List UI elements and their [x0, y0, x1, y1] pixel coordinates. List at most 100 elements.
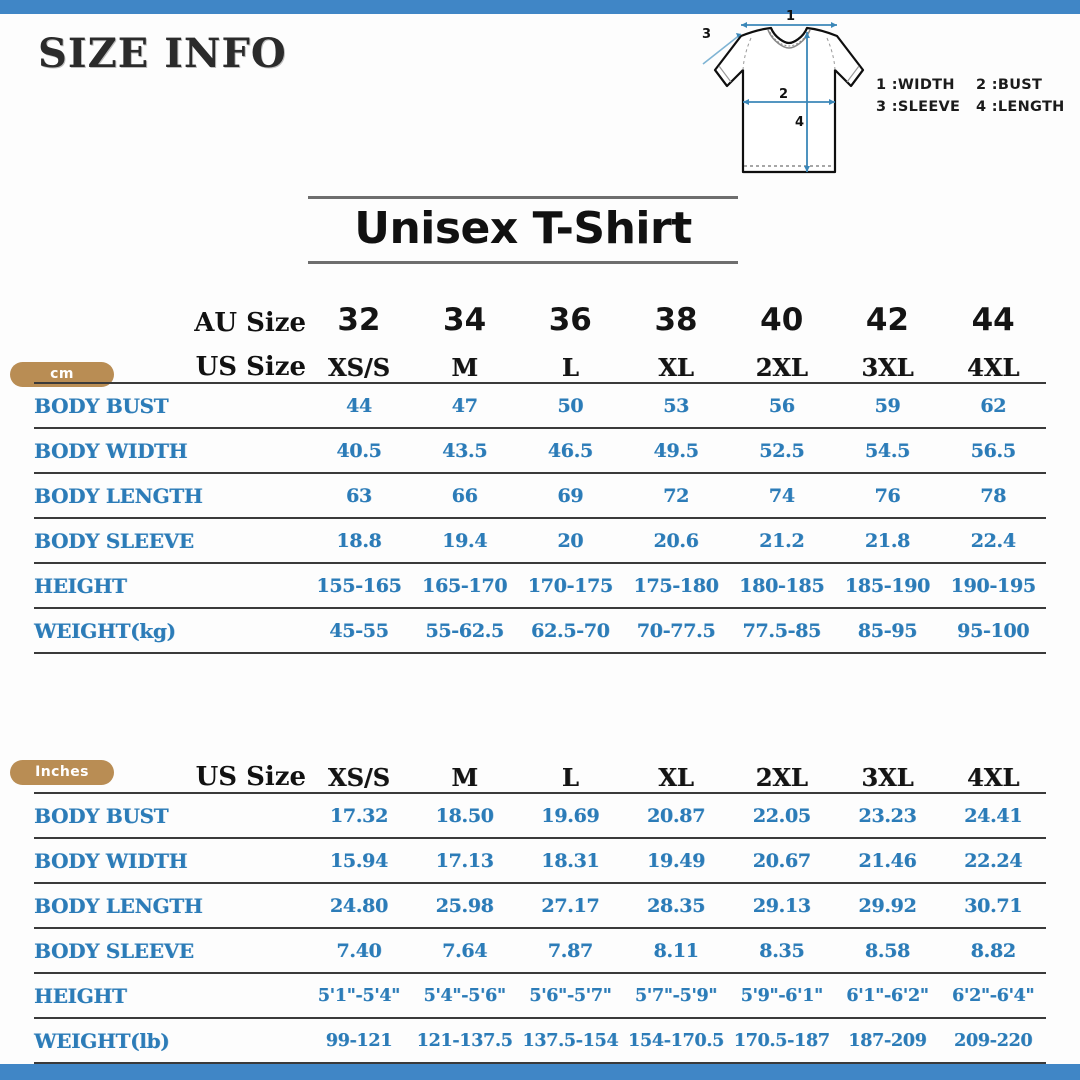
unit-badge-inches: Inches — [10, 760, 114, 785]
size-table-cm: AU Size 32 34 36 38 40 42 44 US Size XS/S M L XL 2XL 3… — [0, 292, 1080, 655]
cell-value: 5'7"-5'9" — [623, 972, 729, 1018]
us-size-2xl: 2XL — [755, 353, 808, 382]
us-size-2xl: 2XL — [755, 763, 808, 792]
us-size-xs-s: XS/S — [327, 763, 390, 792]
cell-value: 22.4 — [940, 517, 1046, 563]
cell-value: 5'6"-5'7" — [517, 972, 624, 1018]
size-table-inches: US Size XS/S M L XL 2XL 3XL 4XL BODY BUST 17.32 18… — [0, 748, 1080, 1065]
row-label-body-sleeve: BODY SLEEVE — [34, 517, 307, 563]
cell-value: 45-55 — [306, 607, 412, 653]
rule-segment — [306, 652, 412, 655]
cell-value: 46.5 — [517, 427, 624, 473]
rule-segment — [34, 1062, 307, 1065]
cell-value: 74 — [728, 472, 835, 518]
au-size-36: 36 — [548, 302, 592, 338]
cell-value: 69 — [517, 472, 624, 518]
cell-value: 18.31 — [517, 837, 624, 883]
cell-value: 27.17 — [517, 882, 624, 928]
cell-value: 49.5 — [623, 427, 729, 473]
row-label-body-width: BODY WIDTH — [34, 837, 307, 883]
product-title-box: Unisex T-Shirt — [308, 196, 738, 264]
row-label-body-length: BODY LENGTH — [34, 472, 307, 518]
au-size-32: 32 — [337, 302, 381, 338]
cell-value: 8.35 — [728, 927, 835, 973]
cell-value: 15.94 — [306, 837, 412, 883]
cell-value: 5'9"-6'1" — [728, 972, 835, 1018]
rule-segment — [940, 1062, 1046, 1065]
rule-segment — [34, 652, 307, 655]
table-row: HEIGHT 5'1"-5'4" 5'4"-5'6" 5'6"-5'7" 5'7"-5'… — [34, 972, 1046, 1018]
cell-value: 47 — [411, 382, 518, 428]
rule-segment — [517, 652, 624, 655]
cell-value: 8.11 — [623, 927, 729, 973]
cell-value: 59 — [834, 382, 941, 428]
cell-value: 6'1"-6'2" — [834, 972, 941, 1018]
cell-value: 7.40 — [306, 927, 412, 973]
rule-segment — [306, 1062, 412, 1065]
cell-value: 155-165 — [306, 562, 412, 608]
cell-value: 63 — [306, 472, 412, 518]
table-row: BODY SLEEVE 7.40 7.64 7.87 8.11 8.35 8.58 8.82 — [34, 927, 1046, 973]
table-row: BODY SLEEVE 18.8 19.4 20 20.6 21.2 21.8 22.4 — [34, 517, 1046, 563]
cell-value: 54.5 — [834, 427, 941, 473]
cell-value: 29.92 — [834, 882, 941, 928]
cell-value: 17.13 — [411, 837, 518, 883]
rule-segment — [623, 652, 729, 655]
header-row-us-size: US Size XS/S M L XL 2XL 3XL 4XL — [34, 338, 1046, 383]
cell-value: 78 — [940, 472, 1046, 518]
cell-value: 77.5-85 — [728, 607, 835, 653]
rule-segment — [517, 1062, 624, 1065]
bottom-accent-bar — [0, 1064, 1080, 1080]
cell-value: 170-175 — [517, 562, 624, 608]
us-size-l: L — [561, 763, 579, 792]
legend-width: 1 :WIDTH — [876, 77, 955, 93]
us-size-3xl: 3XL — [861, 763, 914, 792]
us-size-xl: XL — [658, 763, 694, 792]
product-title: Unisex T-Shirt — [354, 203, 692, 254]
row-label-body-bust: BODY BUST — [34, 792, 307, 838]
cell-value: 187-209 — [834, 1017, 941, 1063]
cell-value: 21.46 — [834, 837, 941, 883]
rule-segment — [834, 1062, 941, 1065]
svg-text:4: 4 — [795, 115, 804, 130]
cell-value: 6'2"-6'4" — [940, 972, 1046, 1018]
us-size-label: US Size — [195, 762, 307, 792]
cell-value: 154-170.5 — [623, 1017, 729, 1063]
table-row: HEIGHT 155-165 165-170 170-175 175-180 180-18… — [34, 562, 1046, 608]
row-label-weight-kg: WEIGHT(kg) — [34, 607, 307, 653]
row-label-body-length: BODY LENGTH — [34, 882, 307, 928]
cell-value: 137.5-154 — [517, 1017, 624, 1063]
cell-value: 18.8 — [306, 517, 412, 563]
cell-value: 43.5 — [411, 427, 518, 473]
cell-value: 8.58 — [834, 927, 941, 973]
measurement-legend: 1 :WIDTH 2 :BUST 3 :SLEEVE 4 :LENGTH — [876, 74, 1076, 118]
cell-value: 5'4"-5'6" — [411, 972, 518, 1018]
legend-bust: 2 :BUST — [976, 77, 1043, 93]
cell-value: 70-77.5 — [623, 607, 729, 653]
cell-value: 30.71 — [940, 882, 1046, 928]
cell-value: 76 — [834, 472, 941, 518]
cell-value: 25.98 — [411, 882, 518, 928]
cell-value: 56.5 — [940, 427, 1046, 473]
row-label-body-width: BODY WIDTH — [34, 427, 307, 473]
cell-value: 20.67 — [728, 837, 835, 883]
cell-value: 23.23 — [834, 792, 941, 838]
legend-length: 4 :LENGTH — [976, 99, 1065, 115]
us-size-label: US Size — [195, 352, 307, 382]
cell-value: 56 — [728, 382, 835, 428]
us-size-m: M — [451, 763, 478, 792]
row-label-body-sleeve: BODY SLEEVE — [34, 927, 307, 973]
cell-value: 165-170 — [411, 562, 518, 608]
cell-value: 44 — [306, 382, 412, 428]
cell-value: 175-180 — [623, 562, 729, 608]
cell-value: 170.5-187 — [728, 1017, 835, 1063]
tshirt-measurement-diagram: 1 2 3 4 — [695, 8, 880, 186]
cell-value: 121-137.5 — [411, 1017, 518, 1063]
cell-value: 22.05 — [728, 792, 835, 838]
us-size-l: L — [561, 353, 579, 382]
legend-sleeve: 3 :SLEEVE — [876, 99, 961, 115]
au-size-40: 40 — [760, 302, 804, 338]
us-size-m: M — [451, 353, 478, 382]
cell-value: 20.87 — [623, 792, 729, 838]
top-accent-bar — [0, 0, 1080, 14]
